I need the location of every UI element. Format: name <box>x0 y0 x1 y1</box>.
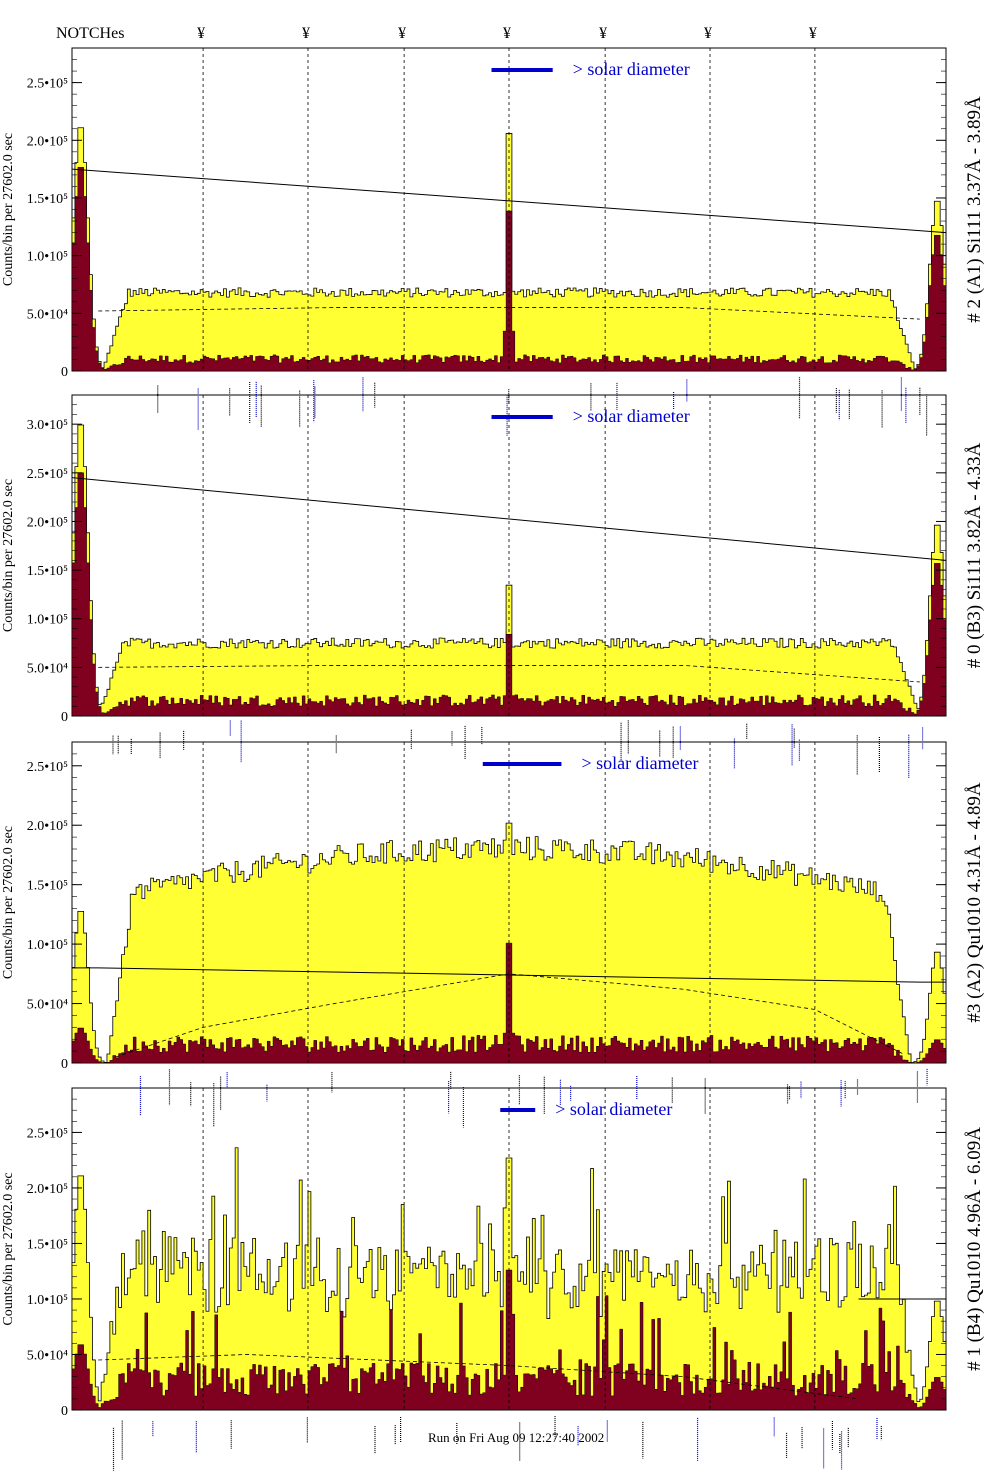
y-tick-label: 5.0•10⁴ <box>27 1348 68 1363</box>
background-curve <box>98 307 920 320</box>
panel-title: #3 (A2) Qu1010 4.31Å - 4.89Å <box>964 782 985 1022</box>
notch-symbol-0: ¥ <box>197 25 205 42</box>
y-tick-label: 2.5•10⁵ <box>27 1126 68 1141</box>
y-axis-label: Counts/bin per 27602.0 sec <box>1 133 16 286</box>
y-tick-label: 1.0•10⁵ <box>27 938 68 953</box>
notch-symbol-1: ¥ <box>302 25 310 42</box>
y-tick-label: 0 <box>61 1057 68 1072</box>
y-tick-label: 0 <box>61 365 68 380</box>
run-timestamp: Run on Fri Aug 09 12:27:40 2002 <box>428 1430 604 1445</box>
y-tick-label: 1.0•10⁵ <box>27 1293 68 1308</box>
y-tick-label: 2.5•10⁵ <box>27 77 68 92</box>
histogram-dark <box>71 1269 947 1411</box>
fit-line <box>71 477 947 561</box>
panel-title: # 0 (B3) Si111 3.82Å - 4.33Å <box>964 442 985 668</box>
y-tick-label: 0 <box>61 710 68 725</box>
notch-symbol-2: ¥ <box>398 25 406 42</box>
y-tick-label: 5.0•10⁴ <box>27 661 68 676</box>
y-axis-label: Counts/bin per 27602.0 sec <box>1 1172 16 1325</box>
y-axis-label: Counts/bin per 27602.0 sec <box>1 479 16 632</box>
y-axis-label: Counts/bin per 27602.0 sec <box>1 826 16 979</box>
solar-diameter-label: > solar diameter <box>573 406 690 426</box>
histogram-dark <box>71 167 947 372</box>
y-tick-label: 5.0•10⁴ <box>27 307 68 322</box>
panel-0: 0 5.0•10⁴ 1.0•10⁵ 1.5•10⁵ 2.0•10⁵ 2.5•10⁵ Coun… <box>1 47 985 437</box>
y-tick-label: 1.5•10⁵ <box>27 879 68 894</box>
y-tick-label: 2.0•10⁵ <box>27 819 68 834</box>
panel-1: 0 5.0•10⁴ 1.0•10⁵ 1.5•10⁵ 2.0•10⁵ 2.5•10⁵ 3.0•… <box>1 394 985 778</box>
y-tick-label: 1.5•10⁵ <box>27 1237 68 1252</box>
fit-line <box>71 168 947 234</box>
fit-line <box>72 967 946 983</box>
panel-title: # 1 (B4) Qu1010 4.96Å - 6.09Å <box>964 1127 985 1371</box>
solar-diameter-label: > solar diameter <box>555 1099 672 1119</box>
y-tick-label: 2.0•10⁵ <box>27 515 68 530</box>
panels: 0 5.0•10⁴ 1.0•10⁵ 1.5•10⁵ 2.0•10⁵ 2.5•10⁵ Coun… <box>1 47 985 1471</box>
panel-2: 0 5.0•10⁴ 1.0•10⁵ 1.5•10⁵ 2.0•10⁵ 2.5•10⁵ Coun… <box>1 741 985 1128</box>
histogram-dark <box>71 942 947 1064</box>
background-curve <box>115 973 903 1058</box>
background-curve <box>98 1354 859 1400</box>
panel-title: # 2 (A1) Si111 3.37Å - 3.89Å <box>964 96 985 323</box>
y-tick-label: 2.0•10⁵ <box>27 134 68 149</box>
histogram-total <box>71 424 947 717</box>
notch-symbol-5: ¥ <box>704 25 712 42</box>
solar-diameter-label: > solar diameter <box>581 753 698 773</box>
notch-symbol-4: ¥ <box>599 25 607 42</box>
y-tick-label: 1.5•10⁵ <box>27 564 68 579</box>
y-tick-label: 1.0•10⁵ <box>27 250 68 265</box>
y-tick-label: 0 <box>61 1404 68 1419</box>
y-tick-label: 2.5•10⁵ <box>27 760 68 775</box>
solar-diameter-label: > solar diameter <box>573 59 690 79</box>
notches-label: NOTCHes <box>56 25 124 42</box>
y-tick-label: 2.5•10⁵ <box>27 467 68 482</box>
notch-symbol-6: ¥ <box>809 25 817 42</box>
y-tick-label: 2.0•10⁵ <box>27 1182 68 1197</box>
y-tick-label: 3.0•10⁵ <box>27 418 68 433</box>
background-curve <box>98 665 920 683</box>
notch-symbol-3: ¥ <box>503 25 511 42</box>
y-tick-label: 1.5•10⁵ <box>27 192 68 207</box>
panel-3: 0 5.0•10⁴ 1.0•10⁵ 1.5•10⁵ 2.0•10⁵ 2.5•10⁵ Coun… <box>1 1087 985 1471</box>
y-tick-label: 5.0•10⁴ <box>27 998 68 1013</box>
notch-symbols: ¥ ¥ ¥ ¥ ¥ ¥ ¥ <box>197 25 817 42</box>
y-tick-label: 1.0•10⁵ <box>27 613 68 628</box>
